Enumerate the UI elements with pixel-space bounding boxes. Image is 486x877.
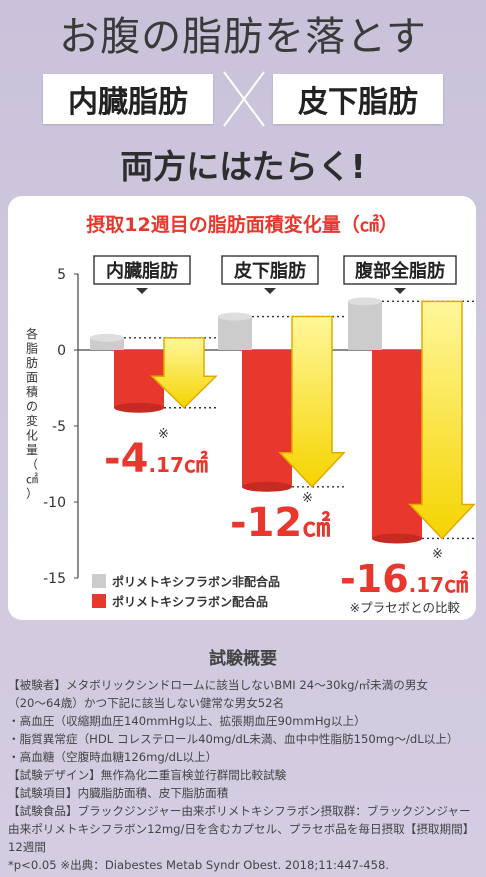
- cross-icon: [223, 71, 265, 127]
- tag-subcutaneous-fat: 皮下脂肪: [273, 74, 443, 124]
- summary-line: ・高血圧（収縮期血圧140mmHg以上、拡張期血圧90mmHg以上）: [8, 714, 366, 728]
- category-label: 腹部全脂肪: [355, 260, 445, 282]
- y-tick-label: -15: [43, 571, 66, 587]
- difference-label: -4.17㎠: [104, 436, 208, 482]
- comparison-note: ※プラセボとの比較: [350, 600, 461, 615]
- category-label: 皮下脂肪: [234, 260, 306, 282]
- y-axis-label-char: 化: [26, 429, 38, 443]
- difference-decimal: .17: [409, 573, 444, 597]
- bar-treatment-bottom: [114, 402, 164, 413]
- summary-text: 【被験者】メタボリックシンドロームに該当しないBMI 24～30kg/㎡未満の男…: [8, 676, 480, 874]
- summary-line: 【試験デザイン】無作為化二重盲検並行群間比較試験: [8, 768, 287, 782]
- summary-line: 由来ポリメトキシフラボン12mg/日を含むカプセル、プラセボ品を毎日摂取【摂取期…: [8, 822, 475, 836]
- difference-arrow: [278, 315, 346, 488]
- summary-line: 【試験項目】内臓脂肪面積、皮下脂肪面積: [8, 786, 229, 800]
- bar-placebo: [218, 316, 252, 350]
- summary-line: 【試験食品】ブラックジンジャー由来ポリメトキシフラボン摂取群：ブラックジンジャー: [8, 804, 471, 818]
- category-pointer: [136, 288, 148, 294]
- y-axis-label-char: 脂: [26, 341, 38, 356]
- difference-arrow: [408, 300, 476, 540]
- summary-title: 試験概要: [209, 649, 277, 669]
- difference-integer: -4: [104, 436, 148, 482]
- legend-label-treatment: ポリメトキシフラボン配合品: [112, 594, 268, 609]
- category-pointer: [264, 288, 276, 294]
- difference-integer: -12: [230, 500, 302, 546]
- y-axis-label-char: 変: [26, 413, 38, 428]
- y-tick-label: 0: [57, 343, 66, 359]
- bar-treatment-bottom: [242, 481, 292, 492]
- headline: お腹の脂肪を落とす: [59, 14, 427, 60]
- difference-arrow: [150, 337, 218, 409]
- legend-swatch-treatment: [92, 594, 106, 608]
- y-axis-label-char: 量: [26, 443, 38, 457]
- summary-line: *p<0.05 ※出典：Diabestes Metab Syndr Obest.…: [8, 858, 390, 872]
- difference-decimal: .17: [148, 453, 183, 477]
- y-tick-label: -10: [43, 495, 66, 511]
- y-tick-label: 5: [57, 267, 66, 283]
- summary-line: ・高血糖（空腹時血糖126mg/dL以上）: [8, 750, 218, 764]
- legend-swatch-placebo: [92, 574, 106, 588]
- difference-integer: -16: [340, 557, 409, 601]
- summary-line: （20～64歳）かつ下記に該当しない健常な男女52名: [8, 696, 285, 710]
- category-box: [93, 255, 191, 285]
- bar-treatment-bottom: [372, 533, 422, 544]
- y-axis-label-char: 積: [26, 384, 38, 399]
- difference-label: -16.17㎠: [340, 557, 468, 601]
- difference-label: -12㎠: [230, 500, 330, 546]
- category-label: 内臓脂肪: [106, 260, 178, 282]
- y-axis-label-char: （: [26, 458, 38, 472]
- difference-unit: ㎠: [302, 510, 330, 543]
- legend-label-placebo: ポリメトキシフラボン非配合品: [112, 574, 280, 589]
- difference-unit: ㎠: [184, 450, 208, 478]
- summary-line: 【被験者】メタボリックシンドロームに該当しないBMI 24～30kg/㎡未満の男…: [8, 678, 429, 692]
- bar-placebo: [348, 301, 382, 350]
- bar-placebo-top: [348, 297, 382, 306]
- significance-mark: ※: [432, 547, 443, 562]
- y-axis-label-char: 各: [26, 326, 38, 341]
- category-pointer: [394, 288, 406, 294]
- summary-line: 12週間: [8, 840, 46, 854]
- chart-title: 摂取12週目の脂肪面積変化量（㎠）: [86, 214, 398, 236]
- y-axis-label-char: 肪: [26, 355, 38, 370]
- subhead: 両方にはたらく!: [120, 147, 366, 186]
- chart-card: 摂取12週目の脂肪面積変化量（㎠） 5 0 -5 -10 -15 各脂肪面積の変化量（㎠）…: [8, 196, 476, 620]
- significance-mark: ※: [158, 427, 169, 442]
- bar-placebo-top: [218, 312, 252, 321]
- y-axis-label-char: の: [26, 400, 38, 414]
- category-box: [221, 255, 319, 285]
- tag-visceral-fat: 内臓脂肪: [43, 74, 213, 124]
- bar-placebo-top: [90, 333, 124, 342]
- significance-mark: ※: [302, 491, 313, 506]
- summary-line: ・脂質異常症（HDL コレステロール40mg/dL未満、血中中性脂肪150mg～…: [8, 732, 459, 746]
- y-axis-label-char: ）: [26, 487, 38, 501]
- bar-treatment: [242, 350, 292, 487]
- y-axis-label-char: 面: [26, 371, 38, 385]
- category-box: [343, 255, 457, 285]
- y-tick-label: -5: [52, 419, 66, 435]
- difference-unit: ㎠: [444, 570, 468, 598]
- y-axis-label-char: ㎠: [26, 472, 38, 486]
